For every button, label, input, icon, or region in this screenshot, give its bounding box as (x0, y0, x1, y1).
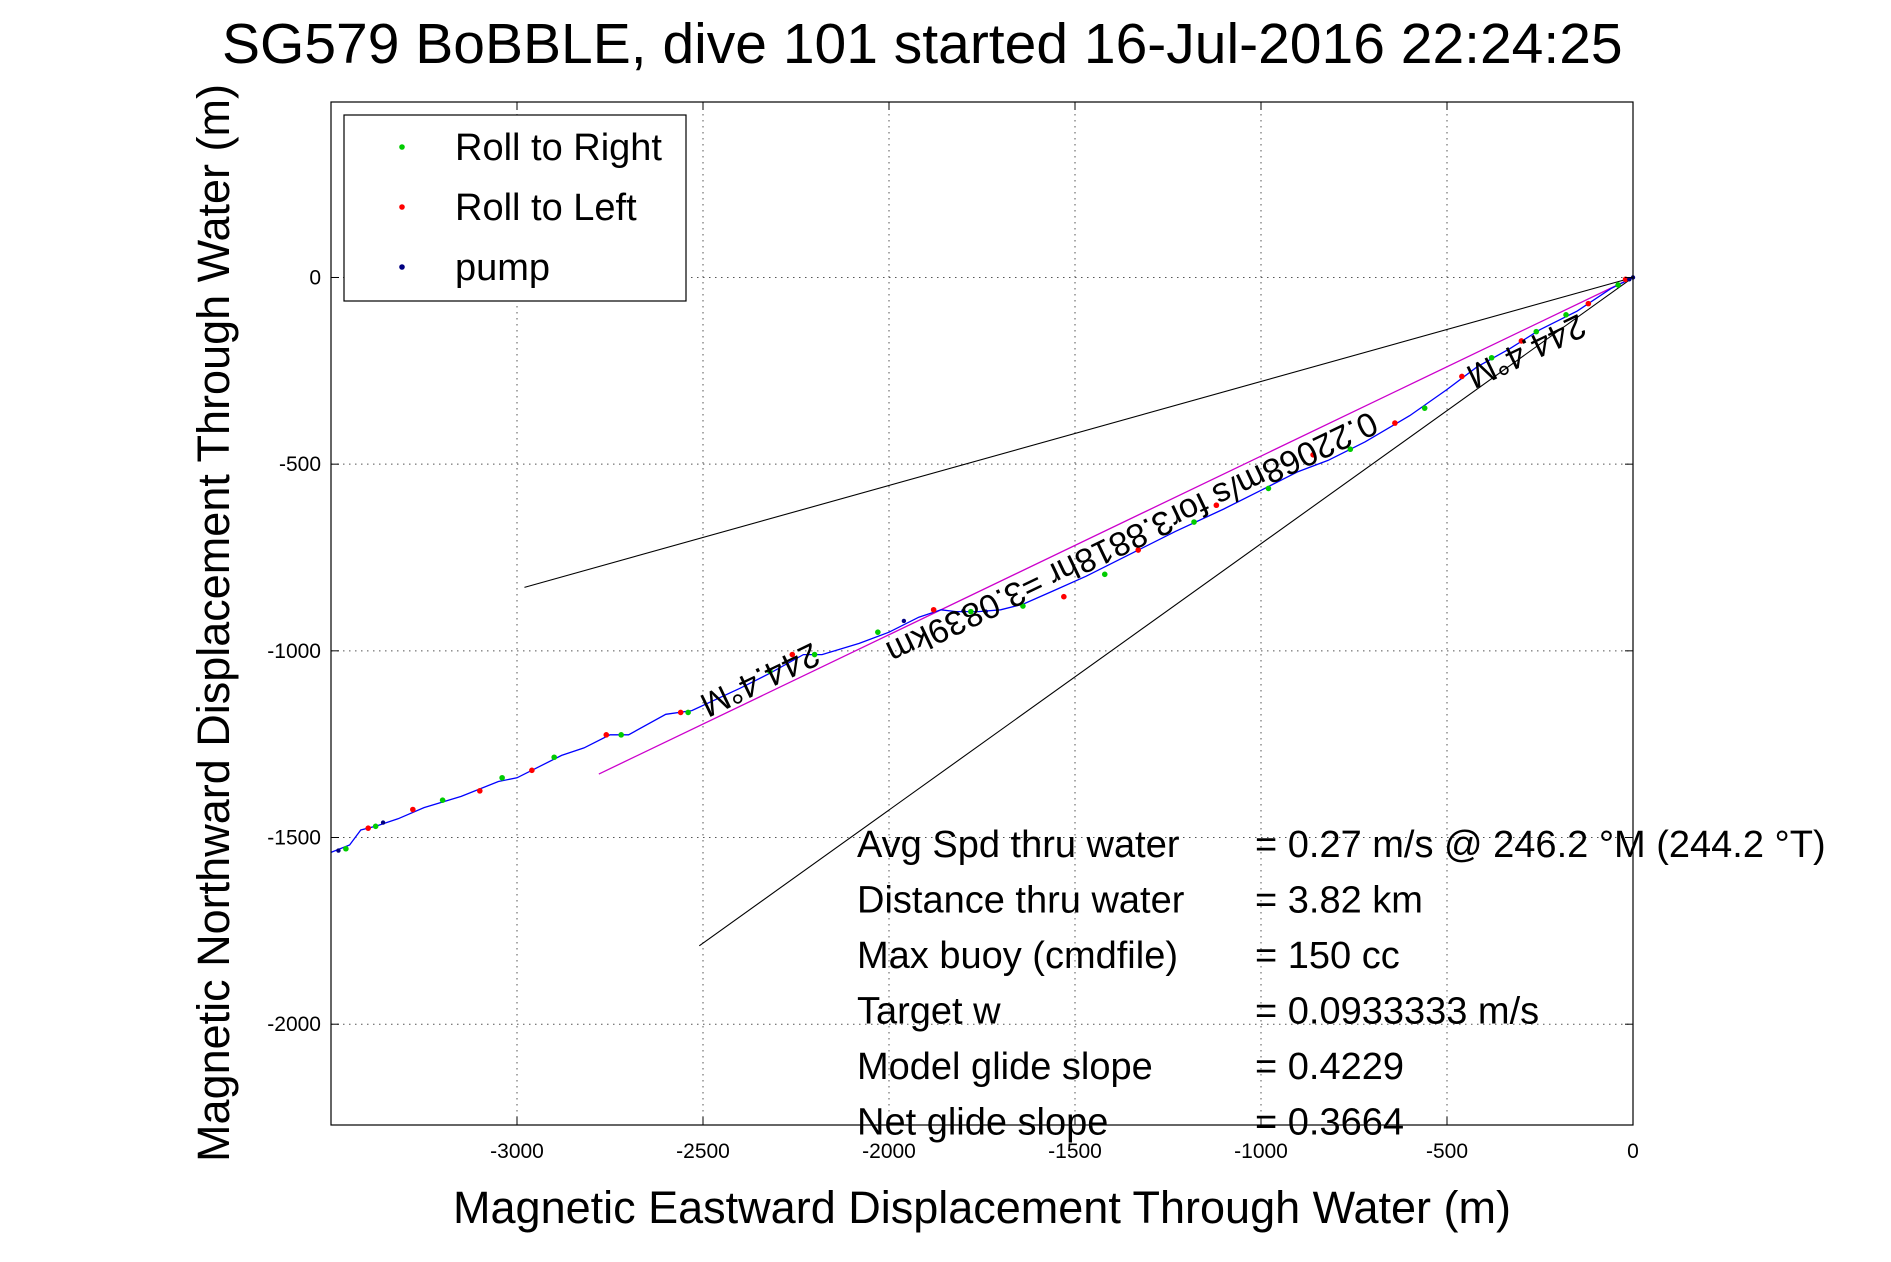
roll-right-point (1615, 282, 1621, 288)
stats-value: = 0.27 m/s @ 246.2 °M (244.2 °T) (1255, 824, 1826, 866)
roll-right-point (685, 709, 691, 716)
roll-right-point (811, 651, 818, 658)
roll-right-point (439, 797, 446, 803)
roll-right-point (1101, 571, 1108, 578)
roll-right-point (968, 608, 974, 615)
y-tick-label: -500 (279, 453, 321, 476)
y-axis-label: Magnetic Northward Displacement Through … (188, 84, 239, 1162)
heading-line-segment (598, 276, 1634, 775)
stats-label: Max buoy (cmdfile) (857, 935, 1178, 977)
stats-label: Model glide slope (857, 1046, 1153, 1088)
x-axis-label: Magnetic Eastward Displacement Through W… (453, 1182, 1511, 1233)
roll-left-point (1135, 547, 1142, 553)
legend-marker (399, 144, 405, 150)
roll-right-point (1533, 328, 1540, 335)
roll-right-point (618, 732, 624, 738)
legend-marker (399, 264, 405, 270)
roll-left-point (1518, 338, 1525, 344)
stats-label: Distance thru water (857, 880, 1185, 922)
stats-label: Avg Spd thru water (857, 824, 1180, 866)
roll-left-point (677, 709, 684, 716)
pump-point (983, 609, 988, 614)
roll-right-point (1265, 485, 1272, 492)
roll-right-point (551, 754, 557, 761)
stats-value: = 150 cc (1255, 935, 1400, 977)
roll-left-point (365, 825, 372, 831)
plot-frame (330, 101, 1634, 1126)
axis-ticks: -3000 -2500 -2000 -1500 -1000 -500 0 0 -500 -1000… (267, 102, 1639, 1163)
heading-line (598, 276, 1634, 775)
cone-line (698, 277, 1634, 947)
track-line (330, 276, 1634, 854)
x-tick-label: -1500 (1048, 1140, 1102, 1163)
y-tick-label: 0 (309, 266, 321, 289)
track-series (330, 276, 1634, 854)
roll-left-point (1310, 452, 1316, 458)
markers (336, 275, 1636, 853)
cone-lines (524, 276, 1634, 947)
roll-right-point (1020, 603, 1026, 609)
roll-right-point (499, 774, 505, 781)
pump-point (961, 608, 966, 614)
roll-right-point (1488, 354, 1495, 361)
pump-point (1627, 277, 1632, 282)
grid (331, 102, 1633, 1125)
x-tick-label: -2500 (676, 1140, 730, 1163)
roll-left-point (1392, 420, 1398, 426)
chart-title: SG579 BoBBLE, dive 101 started 16-Jul-20… (222, 12, 1623, 76)
roll-left-point (410, 806, 416, 813)
roll-left-point (930, 606, 937, 613)
y-tick-label: -1500 (267, 827, 321, 850)
stats-label: Net glide slope (857, 1102, 1108, 1144)
pump-point (901, 618, 907, 624)
roll-left-point (529, 767, 535, 774)
roll-left-point (1213, 502, 1220, 509)
x-tick-label: -2000 (862, 1140, 916, 1163)
x-tick-label: -500 (1426, 1140, 1468, 1163)
roll-left-point (477, 788, 483, 794)
roll-right-point (1347, 446, 1354, 453)
cone-line (524, 276, 1634, 588)
stats-block: Avg Spd thru water = 0.27 m/s @ 246.2 °M … (857, 824, 1826, 1144)
roll-left-point (1459, 373, 1465, 380)
legend-marker (399, 204, 405, 210)
roll-right-point (1191, 519, 1197, 525)
pump-point (380, 820, 386, 825)
y-tick-label: -2000 (267, 1013, 321, 1036)
stats-label: Target w (857, 991, 1001, 1033)
stats-value: = 3.82 km (1255, 880, 1423, 922)
legend: Roll to Right Roll to Left pump (343, 114, 687, 302)
legend-label: Roll to Left (455, 187, 637, 229)
roll-right-point (875, 629, 881, 635)
legend-label: Roll to Right (455, 127, 662, 169)
roll-right-point (1421, 405, 1428, 411)
roll-right-point (767, 668, 773, 675)
x-tick-label: -3000 (490, 1140, 544, 1163)
roll-right-point (1563, 312, 1569, 318)
roll-right-point (372, 823, 379, 830)
roll-left-point (1061, 593, 1067, 600)
y-tick-label: -1000 (267, 640, 321, 663)
x-tick-label: 0 (1627, 1140, 1639, 1163)
legend-label: pump (455, 247, 550, 289)
stats-value: = 0.3664 (1255, 1102, 1404, 1144)
stats-value: = 0.4229 (1255, 1046, 1404, 1088)
roll-right-point (343, 845, 349, 852)
stats-value: = 0.0933333 m/s (1255, 991, 1539, 1033)
roll-left-point (789, 651, 796, 658)
pump-point (336, 848, 341, 853)
x-tick-label: -1000 (1234, 1140, 1288, 1163)
roll-left-point (603, 732, 610, 738)
roll-left-point (1585, 300, 1592, 307)
